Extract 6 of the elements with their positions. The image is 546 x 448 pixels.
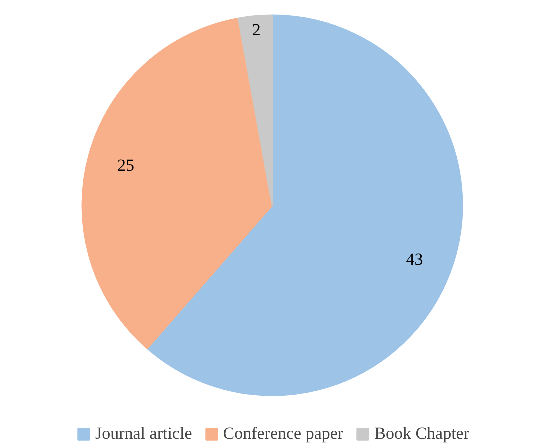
data-label: 43 (406, 250, 424, 269)
legend-label: Conference paper (223, 424, 344, 444)
legend-label: Book Chapter (374, 424, 470, 444)
legend-label: Journal article (95, 424, 192, 444)
data-label: 25 (117, 156, 134, 176)
data-label: 2 (252, 20, 261, 40)
